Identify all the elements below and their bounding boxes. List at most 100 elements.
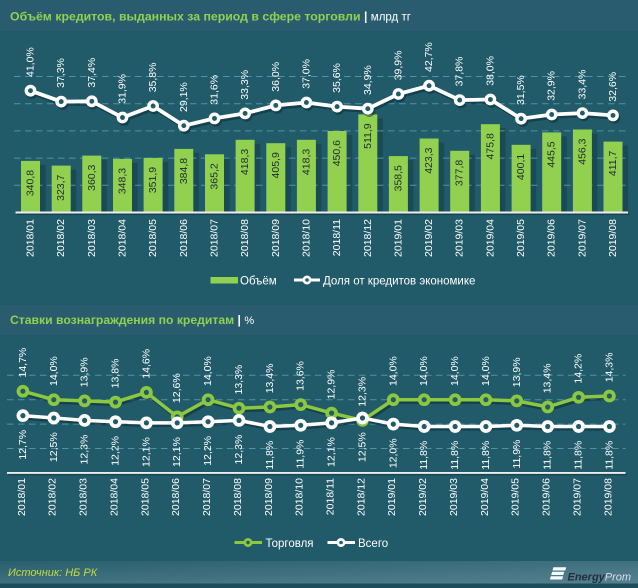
svg-text:32,9%: 32,9% [546,71,558,101]
svg-text:323,7: 323,7 [55,174,67,200]
svg-text:12,1%: 12,1% [326,437,338,467]
svg-text:2019/03: 2019/03 [454,219,466,257]
svg-text:2018/04: 2018/04 [108,478,120,516]
svg-text:411,7: 411,7 [607,150,619,176]
svg-text:2019/06: 2019/06 [541,478,553,516]
svg-text:2018/11: 2018/11 [331,219,343,256]
svg-text:11,9%: 11,9% [511,440,523,469]
svg-text:29,1%: 29,1% [178,82,190,112]
svg-text:2019/04: 2019/04 [479,478,491,516]
svg-text:511,9: 511,9 [362,123,374,149]
svg-text:Объём: Объём [240,276,277,288]
svg-text:34,9%: 34,9% [362,65,374,95]
svg-text:Всего: Всего [358,538,388,550]
svg-text:Доля от кредитов экономике: Доля от кредитов экономике [323,276,475,288]
svg-text:2018/12: 2018/12 [362,219,374,257]
svg-text:2018/11: 2018/11 [325,478,337,515]
svg-text:2018/12: 2018/12 [355,478,367,516]
svg-text:32,6%: 32,6% [607,72,619,102]
svg-text:11,8%: 11,8% [418,441,430,470]
svg-text:13,9%: 13,9% [511,357,523,387]
svg-text:12,7%: 12,7% [17,430,29,460]
svg-text:2018/01: 2018/01 [16,478,28,516]
svg-text:2018/07: 2018/07 [201,478,213,516]
svg-text:12,3%: 12,3% [79,435,91,465]
svg-text:14,0%: 14,0% [480,356,492,386]
svg-text:2018/09: 2018/09 [270,219,282,257]
svg-text:2018/05: 2018/05 [147,219,159,257]
svg-text:35,8%: 35,8% [147,63,159,93]
svg-text:EnergyProm: EnergyProm [568,572,632,584]
svg-text:2018/08: 2018/08 [239,219,251,257]
svg-text:13,6%: 13,6% [295,361,307,391]
svg-text:37,3%: 37,3% [55,58,67,88]
svg-text:Источник: НБ РК: Источник: НБ РК [8,567,98,579]
svg-text:11,8%: 11,8% [264,441,276,470]
svg-text:2018/04: 2018/04 [117,219,129,257]
svg-text:2018/07: 2018/07 [209,219,221,257]
svg-text:418,3: 418,3 [300,149,312,175]
svg-text:31,5%: 31,5% [515,75,527,105]
svg-text:423,3: 423,3 [423,147,435,173]
svg-text:31,9%: 31,9% [117,74,129,104]
svg-text:13,3%: 13,3% [233,365,245,395]
svg-text:11,8%: 11,8% [542,441,554,470]
svg-text:351,9: 351,9 [147,167,159,193]
svg-text:2019/01: 2019/01 [392,219,404,257]
svg-text:14,0%: 14,0% [387,356,399,386]
svg-text:12,1%: 12,1% [171,437,183,467]
svg-text:2019/02: 2019/02 [423,219,435,257]
svg-text:2018/02: 2018/02 [47,478,59,516]
svg-text:37,4%: 37,4% [86,58,98,88]
svg-text:11,8%: 11,8% [449,441,461,470]
svg-text:365,2: 365,2 [209,163,221,189]
svg-text:14,0%: 14,0% [449,356,461,386]
svg-text:38,0%: 38,0% [484,56,496,86]
svg-text:12,6%: 12,6% [171,373,183,403]
svg-text:13,4%: 13,4% [542,364,554,394]
svg-text:2018/08: 2018/08 [232,478,244,516]
svg-text:11,8%: 11,8% [573,441,585,470]
svg-text:42,7%: 42,7% [423,42,435,72]
svg-text:14,6%: 14,6% [140,349,152,379]
svg-text:11,8%: 11,8% [603,441,615,470]
svg-text:31,6%: 31,6% [209,75,221,105]
svg-text:33,3%: 33,3% [239,70,251,100]
svg-text:456,3: 456,3 [576,138,588,164]
svg-text:36,0%: 36,0% [270,62,282,92]
svg-text:13,8%: 13,8% [110,359,122,389]
svg-text:360,3: 360,3 [86,164,98,190]
svg-text:2019/04: 2019/04 [484,219,496,257]
svg-text:2018/06: 2018/06 [178,219,190,257]
svg-text:37,8%: 37,8% [454,57,466,87]
svg-text:11,8%: 11,8% [480,441,492,470]
svg-text:2019/08: 2019/08 [607,219,619,257]
svg-text:2018/02: 2018/02 [55,219,67,257]
svg-text:2018/05: 2018/05 [139,478,151,516]
svg-text:33,4%: 33,4% [576,70,588,100]
svg-text:348,3: 348,3 [117,168,129,194]
svg-text:12,0%: 12,0% [387,438,399,468]
svg-text:2019/01: 2019/01 [386,478,398,516]
svg-text:41,0%: 41,0% [25,47,37,77]
svg-text:39,9%: 39,9% [392,51,404,81]
svg-text:400,1: 400,1 [515,154,527,180]
svg-text:11,9%: 11,9% [295,440,307,469]
svg-text:14,0%: 14,0% [202,356,214,386]
svg-text:2018/10: 2018/10 [300,219,312,257]
svg-text:2019/05: 2019/05 [515,219,527,257]
svg-text:2019/07: 2019/07 [572,478,584,516]
svg-text:12,2%: 12,2% [110,436,122,466]
svg-text:2019/03: 2019/03 [448,478,460,516]
svg-text:2019/02: 2019/02 [417,478,429,516]
svg-text:377,8: 377,8 [454,160,466,186]
svg-text:418,3: 418,3 [239,149,251,175]
svg-text:475,8: 475,8 [484,133,496,159]
svg-text:14,2%: 14,2% [573,354,585,384]
svg-text:13,9%: 13,9% [79,357,91,387]
svg-text:12,9%: 12,9% [326,370,338,400]
svg-text:37,0%: 37,0% [300,59,312,89]
svg-text:2018/01: 2018/01 [25,219,37,257]
svg-text:340,8: 340,8 [25,170,37,196]
svg-text:384,8: 384,8 [178,158,190,184]
